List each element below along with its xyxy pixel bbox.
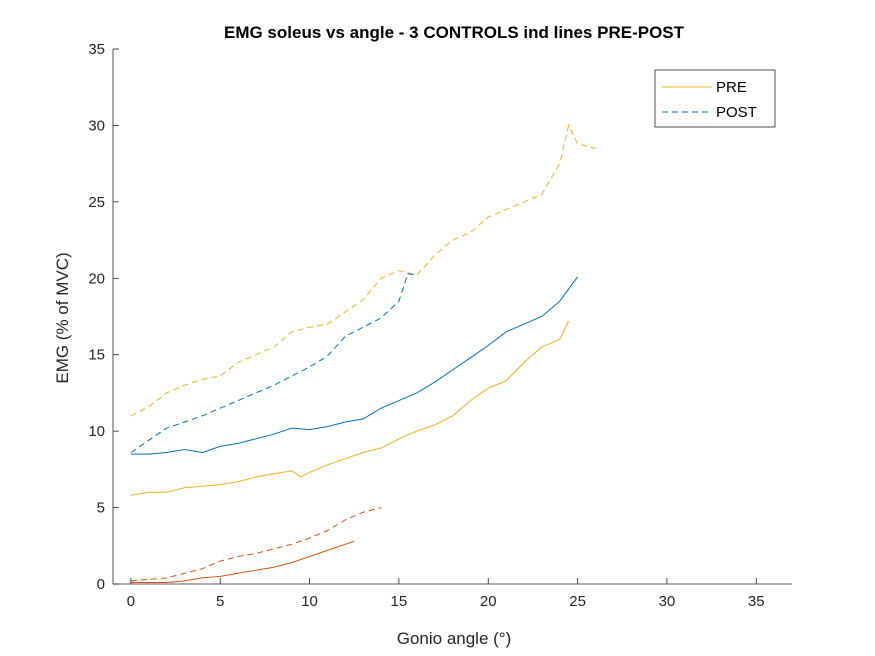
x-tick-label: 20: [480, 593, 497, 610]
y-tick-label: 5: [97, 500, 105, 517]
x-tick-label: 15: [391, 593, 408, 610]
series-line-subject1-pre: [130, 320, 570, 496]
x-tick-label: 0: [127, 593, 135, 610]
series-line-subject2-pre: [130, 276, 579, 455]
series-line-subject2-post: [130, 273, 417, 453]
y-tick-label: 0: [97, 576, 105, 593]
x-tick-label: 10: [301, 593, 318, 610]
x-tick-label: 35: [748, 593, 765, 610]
plot-area: [130, 123, 596, 583]
legend: PRE POST: [654, 69, 776, 128]
legend-box: [654, 69, 776, 128]
y-tick-label: 10: [88, 423, 105, 440]
series-line-subject3-post: [130, 507, 382, 582]
y-tick-label: 25: [88, 194, 105, 211]
y-tick-label: 20: [88, 270, 105, 287]
y-tick-label: 35: [88, 41, 105, 58]
series-line-subject1-post: [130, 123, 596, 417]
y-tick-label: 30: [88, 117, 105, 134]
x-tick-label: 25: [569, 593, 586, 610]
y-tick-label: 15: [88, 347, 105, 364]
x-tick-label: 5: [216, 593, 224, 610]
legend-pre-label: PRE: [716, 79, 747, 96]
x-tick-label: 30: [659, 593, 676, 610]
y-axis-label: EMG (% of MVC): [53, 252, 72, 383]
axes: 0 5 10 15 20 25 30 35 0 5 10 15 20 25 30 35: [88, 41, 792, 610]
legend-post-label: POST: [716, 104, 757, 121]
x-axis-label: Gonio angle (°): [397, 629, 512, 648]
chart-title: EMG soleus vs angle - 3 CONTROLS ind lin…: [224, 23, 685, 42]
series-line-subject3-pre: [130, 540, 355, 583]
